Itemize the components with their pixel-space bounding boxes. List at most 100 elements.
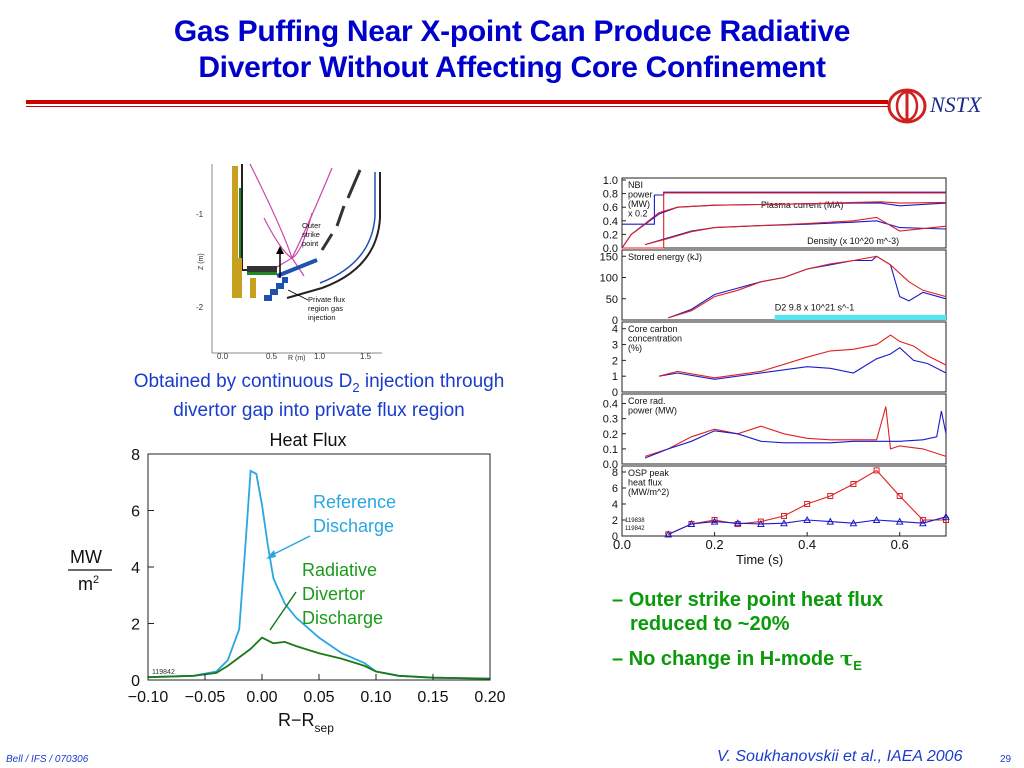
- page-number: 29: [1000, 754, 1012, 765]
- time-panel-label: Core carbon: [628, 324, 678, 334]
- time-panel-y-tick-label: 0.1: [603, 444, 618, 456]
- time-trace-line: [658, 334, 947, 379]
- strike-point-arrowhead: [276, 246, 284, 254]
- injection-pointer: [287, 289, 309, 301]
- triangle-marker: [919, 519, 927, 527]
- time-panel-y-tick-label: 0.4: [603, 399, 618, 411]
- square-marker: [896, 493, 903, 499]
- time-trace-line: [668, 255, 947, 319]
- logo-text: NSTX: [930, 92, 982, 117]
- time-panel-y-tick-label: 0: [612, 315, 618, 327]
- square-marker: [919, 517, 926, 523]
- time-panel-y-tick-label: 3: [612, 340, 618, 352]
- triangle-marker: [849, 519, 858, 527]
- time-trace-line: [658, 346, 947, 380]
- time-panel-y-tick-label: 0.6: [603, 202, 618, 214]
- page-title: Gas Puffing Near X-point Can Produce Rad…: [0, 14, 1024, 86]
- heat-flux-y-tick-label: 4: [131, 560, 140, 577]
- triangle-marker: [664, 530, 673, 538]
- triangle-marker: [872, 515, 881, 523]
- time-trace-line: [644, 216, 947, 246]
- caption-line-2: divertor gap into private flux region: [173, 399, 465, 421]
- injection-label: Private flux: [308, 295, 345, 304]
- radiative-discharge-line: [147, 636, 491, 680]
- injection-label: region gas: [308, 304, 343, 313]
- heat-flux-y-label-den: m2: [78, 574, 99, 594]
- time-trace-line: [621, 201, 947, 249]
- triangle-marker: [710, 517, 719, 525]
- bullet-item: – Outer strike point heat flux reduced t…: [612, 589, 884, 635]
- time-panel-inner-label: Density (x 10^20 m^-3): [807, 236, 899, 246]
- strike-label: strike: [302, 230, 320, 239]
- reference-pointer: [269, 535, 311, 557]
- square-marker: [804, 501, 811, 507]
- radiative-legend-line: Radiative: [302, 560, 377, 580]
- nstx-logo-icon: [887, 88, 927, 124]
- time-x-tick-label: 0.6: [891, 537, 909, 552]
- reference-arrowhead: [266, 550, 276, 559]
- time-panel-frame: [621, 249, 947, 321]
- time-panel-y-tick-label: 0: [612, 387, 618, 399]
- heat-flux-x-tick-label: 0.20: [474, 689, 505, 706]
- triangle-marker: [757, 519, 765, 527]
- time-panel-y-tick-label: 0.2: [603, 229, 618, 241]
- heat-flux-y-tick-label: 0: [131, 673, 140, 690]
- time-x-tick-label: 0.2: [706, 537, 724, 552]
- time-panel-label: power: [628, 190, 653, 200]
- title-rule-thin: [26, 106, 888, 107]
- heat-flux-x-tick-label: 0.05: [303, 689, 334, 706]
- square-marker: [943, 517, 949, 523]
- time-panel-label: Core rad.: [628, 396, 666, 406]
- outer-wall-tiles: [319, 172, 376, 284]
- geometry-x-tick: 0.0: [217, 352, 229, 361]
- square-marker: [711, 517, 718, 523]
- reference-legend-line: Reference: [313, 492, 396, 512]
- triangle-marker: [895, 517, 904, 525]
- triangle-marker: [733, 519, 742, 527]
- divertor-geometry-figure: -1 -2 Z (m) 0.0 0.5 1.0 1.5 R (m) Outer …: [192, 158, 392, 368]
- time-x-tick-label: 0.4: [798, 537, 816, 552]
- reference-legend-line: Discharge: [313, 516, 394, 536]
- square-marker: [850, 481, 857, 487]
- time-panel-y-tick-label: 6: [612, 483, 618, 495]
- triangle-marker: [942, 512, 950, 520]
- heat-flux-y-label-num: MW: [70, 547, 102, 567]
- time-panel-y-tick-label: 150: [600, 251, 618, 263]
- shot-number-label: 119842: [152, 669, 175, 676]
- time-panel-y-tick-label: 0.3: [603, 414, 618, 426]
- time-panel-label: OSP peak: [628, 468, 669, 478]
- time-panel-y-tick-label: 4: [612, 499, 618, 511]
- divertor-floor-edge: [247, 272, 277, 275]
- geometry-x-label: R (m): [288, 355, 306, 362]
- time-panel-y-tick-label: 0.8: [603, 189, 618, 201]
- time-panel-y-tick-label: 0: [612, 531, 618, 543]
- time-panel-label: heat flux: [628, 478, 663, 488]
- triangle-marker: [826, 517, 835, 525]
- time-panel-frame: [621, 321, 947, 393]
- lower-tiles: [232, 258, 256, 298]
- heat-flux-x-label: R−Rsep: [278, 710, 334, 735]
- strike-label: point: [302, 239, 319, 248]
- time-panel-label: NBI: [628, 180, 643, 190]
- injection-label: injection: [308, 313, 336, 322]
- time-panel-y-tick-label: 1: [612, 371, 618, 383]
- time-trace-line: [644, 410, 947, 459]
- time-trace-line: [644, 406, 947, 457]
- gas-injection-blocks: [264, 277, 288, 301]
- time-panel-y-tick-label: 2: [612, 515, 618, 527]
- heat-flux-x-tick-label: −0.05: [185, 689, 226, 706]
- gas-puff-band: [774, 314, 946, 320]
- time-panel-label: concentration: [628, 334, 682, 344]
- footer-citation: V. Soukhanovskii et al., IAEA 2006: [717, 748, 963, 765]
- heat-flux-y-tick-label: 8: [131, 447, 140, 464]
- heat-flux-x-tick-label: 0.00: [246, 689, 277, 706]
- title-line-1: Gas Puffing Near X-point Can Produce Rad…: [173, 15, 851, 48]
- time-panel-label: (%): [628, 343, 642, 353]
- heat-flux-y-tick-label: 6: [131, 504, 140, 521]
- time-panel-frame: [621, 393, 947, 465]
- time-panel-y-tick-label: 4: [612, 324, 618, 336]
- heat-flux-y-tick-label: 2: [131, 617, 140, 634]
- square-marker: [873, 467, 880, 474]
- time-panel-frame: [621, 177, 947, 249]
